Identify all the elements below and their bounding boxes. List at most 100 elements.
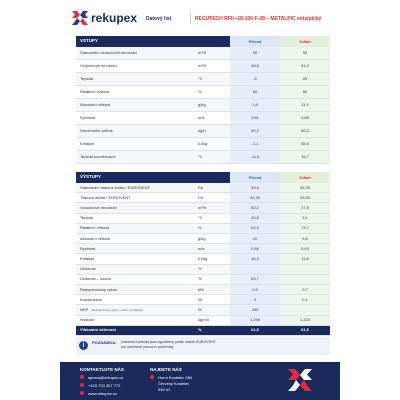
exhaust-value: 3,5 [280, 234, 330, 245]
address: 549 41 [158, 387, 171, 392]
row-label: Účinnost [76, 264, 198, 275]
supply-value: 45,8 [230, 60, 280, 73]
row-label: Kondenzace [76, 295, 198, 306]
row-unit: m/s [198, 244, 230, 255]
row-label: Relativní vlhkost [76, 86, 198, 99]
row-label: Hmotnostní průtok [76, 125, 198, 138]
row-unit: % [198, 264, 230, 275]
supply-value: 61,5 [230, 325, 280, 336]
row-unit: kg/m3 [198, 315, 230, 326]
note-box: i POZNÁMKA: Uvedené hodnoty jsou vypočte… [76, 337, 330, 355]
row-unit: m³/h [198, 60, 230, 73]
note-text: Uvedené hodnoty jsou vypočteny podle nor… [121, 340, 216, 349]
exhaust-value: 0,63 [280, 244, 330, 255]
row-label: Účinnost – suchá [76, 274, 198, 285]
row-label: Entalpie [76, 138, 198, 151]
exhaust-value: 11,9 [280, 99, 330, 112]
footer-logo [288, 369, 312, 391]
row-label: Vzduchové množství [76, 203, 198, 214]
row-unit: °C [198, 213, 230, 224]
supply-value: -1,1 [230, 138, 280, 151]
table-header: VÝSTUPY [76, 172, 230, 183]
supply-value: 50 [230, 47, 280, 60]
exhaust-value: 60 [280, 86, 330, 99]
column-header: Přívod [230, 36, 280, 47]
exhaust-value: 0,68 [280, 112, 330, 125]
supply-value: 60,2 [230, 125, 280, 138]
exhaust-value: 1,224 [280, 315, 330, 326]
exhaust-value [280, 305, 330, 316]
row-label: Teplota [76, 73, 198, 86]
row-label: Relativní vlhkost [76, 223, 198, 234]
row-label: Hustota [76, 315, 198, 326]
doc-label: Datový list [146, 16, 172, 22]
exhaust-value: 11,8 [280, 254, 330, 265]
exhaust-value: 0,7 [280, 285, 330, 296]
row-sublabel: (Rekuperovaný výkon - výkon ventilátorů) [91, 307, 143, 312]
row-unit: °C [198, 73, 230, 86]
supply-value: 10 [230, 234, 280, 245]
row-unit: % [198, 223, 230, 234]
row-label: Standardní vzduchové množství [76, 47, 198, 60]
row-unit: kW [198, 285, 230, 296]
supply-value: -5 [230, 73, 280, 86]
address: Červený Kostelec [158, 381, 190, 386]
address-title: NAJDETE NÁS [150, 367, 182, 372]
row-unit: % [198, 325, 230, 336]
supply-value: 50,2 [230, 203, 280, 214]
row-unit: % [198, 274, 230, 285]
row-label: Vzduchové množství [76, 60, 198, 73]
row-label: Entalpie [76, 254, 198, 265]
info-icon: i [79, 341, 88, 350]
table-header: VSTUPY [76, 36, 230, 47]
row-unit: W [198, 305, 230, 316]
icon [150, 375, 154, 379]
exhaust-value: 0,1 [280, 295, 330, 306]
exhaust-value: 50 [280, 47, 330, 60]
exhaust-value [280, 264, 330, 275]
row-unit: l/h [198, 295, 230, 306]
supply-value: 0,61 [230, 112, 280, 125]
row-unit: kg/h [198, 125, 230, 138]
row-unit: m/s [198, 112, 230, 125]
row-label: Standardní tlaková ztráta / EUROVENT [76, 183, 198, 194]
row-unit: g/kg [198, 99, 230, 112]
contact: +420 733 307 772 [88, 383, 121, 388]
row-label: Absolutní vlhkost [76, 234, 198, 245]
exhaust-value: 55,5 [280, 138, 330, 151]
exhaust-value: 42,25 [280, 183, 330, 194]
icon [80, 383, 84, 387]
row-unit: Pa [198, 183, 230, 194]
exhaust-value [280, 274, 330, 285]
supply-value: 20,8 [230, 213, 280, 224]
logo-icon [72, 11, 88, 25]
icon [80, 375, 84, 379]
supply-value [230, 264, 280, 275]
supply-value: 430 [230, 305, 280, 316]
supply-value: 63,7 [230, 274, 280, 285]
brand: rekupex [91, 11, 138, 25]
supply-value: 0,66 [230, 244, 280, 255]
exhaust-value: 3,1 [280, 213, 330, 224]
row-label: NKP (Rekuperovaný výkon - výkon ventiláto… [76, 305, 198, 316]
row-unit: °C [198, 151, 230, 164]
row-unit: % [198, 86, 230, 99]
supply-value: 34,33 [230, 193, 280, 204]
row-unit: m³/h [198, 47, 230, 60]
supply-value: 0 [230, 295, 280, 306]
row-label: Rekuperovaný výkon [76, 285, 198, 296]
divider [190, 13, 191, 23]
row-label: Tlaková ztráta / EUROVENT [76, 193, 198, 204]
row-unit: kJ/kg [198, 254, 230, 265]
row-label: Teplota [76, 213, 198, 224]
column-header: Odtah [280, 36, 330, 47]
supply-value: 1,296 [230, 315, 280, 326]
contact: www.rekupex.cz [88, 391, 117, 396]
exhaust-value: 16,7 [280, 151, 330, 164]
icon [80, 391, 84, 395]
column-header: Odtah [280, 172, 330, 183]
row-unit: Pa [198, 193, 230, 204]
supply-value: 1,6 [230, 99, 280, 112]
row-label: Absolutní vlhkost [76, 99, 198, 112]
